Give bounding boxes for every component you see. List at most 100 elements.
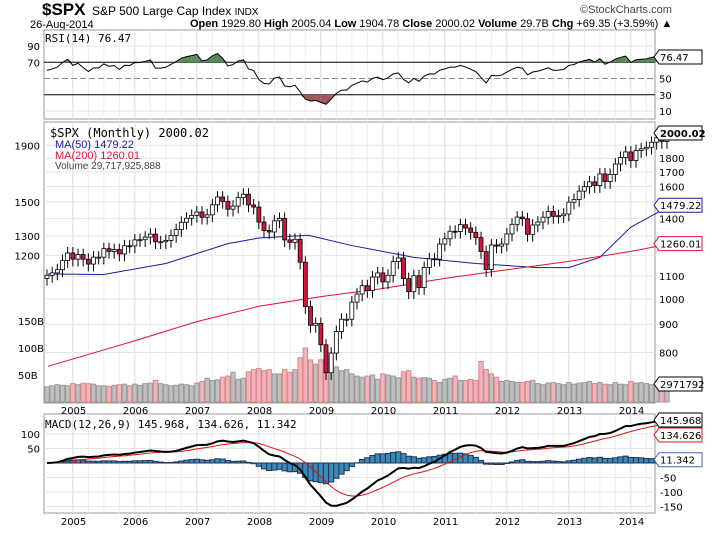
x-tick-label: 2010 — [371, 517, 396, 528]
macd-histogram-bar — [266, 462, 273, 471]
ma200-legend: MA(200) 1260.01 — [55, 150, 140, 162]
volume-bar — [411, 376, 417, 403]
volume-bar — [64, 385, 71, 403]
candle — [65, 252, 71, 261]
candle — [370, 276, 375, 291]
x-tick-label: 2013 — [557, 406, 582, 417]
price-tick: 1000 — [659, 295, 684, 306]
macd-histogram-bar — [581, 457, 588, 464]
volume-bar — [80, 382, 86, 403]
price-tick: 1800 — [659, 154, 684, 165]
macd-tick: -150 — [660, 503, 683, 514]
macd-tick: 50 — [27, 445, 40, 456]
macd-histogram-bar — [235, 460, 242, 464]
rsi-tag-box — [653, 49, 703, 65]
volume-bar — [168, 385, 174, 403]
macd-histogram-bar — [328, 462, 335, 483]
candle — [556, 215, 561, 218]
candle — [101, 248, 107, 258]
volume-bar — [436, 382, 443, 403]
volume-bar — [157, 383, 164, 403]
candle — [142, 236, 148, 241]
ma200-tag: 1260.01 — [660, 240, 701, 251]
macd-histogram-bar — [198, 459, 206, 464]
candle — [545, 211, 551, 218]
candle — [75, 254, 81, 260]
volume-bar — [421, 377, 427, 403]
candle — [132, 239, 138, 247]
candle — [122, 245, 127, 255]
macd-histogram-bar — [85, 460, 92, 464]
volume-bar — [462, 379, 469, 403]
macd-histogram-bar — [632, 457, 640, 464]
candle — [432, 258, 437, 261]
candle — [638, 148, 644, 151]
x-tick-label: 2007 — [185, 406, 210, 417]
volume-bar — [307, 359, 314, 403]
macd-signal-tag-box — [653, 427, 703, 443]
candle — [530, 224, 536, 235]
price-tick: 1200 — [15, 251, 40, 262]
macd-histogram-bar — [607, 458, 614, 464]
volume-bar — [111, 384, 117, 403]
macd-histogram-bar — [224, 460, 231, 464]
x-tick-label: 2014 — [619, 406, 644, 417]
volume-bar — [504, 379, 510, 403]
candle — [468, 227, 474, 233]
candle — [401, 257, 406, 279]
volume-bar — [586, 380, 593, 403]
macd-histogram-bar — [379, 453, 386, 464]
candle — [473, 231, 479, 239]
macd-histogram-bar — [157, 461, 164, 464]
candle — [364, 285, 370, 291]
candle — [344, 318, 350, 321]
macd-histogram-bar — [596, 456, 603, 464]
candle — [509, 223, 515, 235]
x-tick-label: 2006 — [123, 406, 148, 417]
volume-bar — [591, 383, 598, 403]
candle — [519, 216, 525, 220]
volume-bar — [266, 369, 272, 403]
candle — [576, 190, 582, 200]
candle — [649, 141, 654, 148]
rsi-tick: 10 — [659, 107, 672, 118]
x-tick-label: 2010 — [371, 406, 396, 417]
price-tick: 900 — [659, 320, 678, 331]
candle — [597, 173, 603, 186]
macd-histogram-bar — [591, 457, 598, 464]
macd-histogram-bar — [565, 460, 572, 464]
candle — [514, 216, 520, 225]
volume-bar — [498, 380, 505, 403]
macd-histogram-bar — [555, 461, 562, 464]
candle — [561, 213, 567, 217]
macd-histogram-bar — [173, 461, 180, 464]
volume-bar — [416, 377, 422, 403]
macd-histogram-bar — [126, 460, 133, 464]
candle — [494, 244, 499, 247]
candle — [406, 278, 412, 293]
candle — [411, 275, 417, 293]
candle — [302, 261, 308, 307]
candle — [633, 150, 639, 161]
macd-histogram-bar — [131, 460, 138, 464]
macd-histogram-bar — [152, 460, 159, 464]
candle — [225, 201, 231, 210]
exchange: INDX — [234, 7, 259, 18]
volume-bar — [132, 383, 138, 403]
x-tick-label: 2012 — [495, 406, 520, 417]
macd-histogram-bar — [493, 462, 500, 466]
volume-bar — [576, 382, 582, 403]
candle — [421, 267, 427, 288]
macd-histogram-bar — [136, 460, 144, 464]
price-tick: 1700 — [659, 168, 684, 179]
candle — [60, 260, 65, 271]
candle — [70, 252, 76, 260]
macd-histogram-bar — [369, 454, 376, 464]
macd-histogram-bar — [586, 457, 593, 464]
macd-histogram-bar — [204, 459, 211, 464]
macd-histogram-bar — [255, 462, 262, 467]
macd-line — [46, 419, 668, 507]
x-tick-label: 2007 — [185, 517, 210, 528]
rsi-overbought-fill — [620, 56, 626, 63]
